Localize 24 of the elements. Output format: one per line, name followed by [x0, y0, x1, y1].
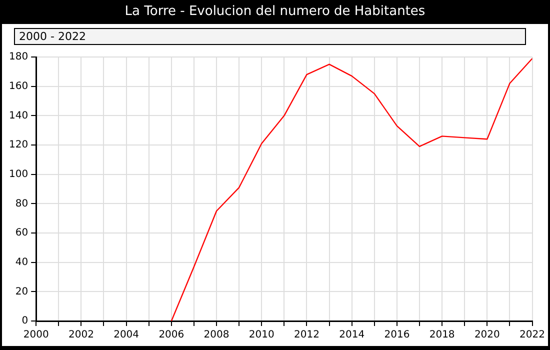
x-tick-label: 2004 — [114, 330, 140, 341]
x-tick-label: 2020 — [474, 330, 500, 341]
y-tick-label: 60 — [15, 228, 28, 239]
y-tick-label: 40 — [15, 256, 28, 268]
x-tick-label: 2002 — [68, 330, 94, 341]
y-tick-label: 80 — [15, 198, 28, 210]
y-tick-label: 180 — [8, 52, 28, 63]
y-tick-label: 160 — [8, 80, 28, 92]
y-tick-label: 100 — [8, 168, 28, 180]
x-tick-label: 2000 — [23, 330, 49, 341]
x-tick-label: 2014 — [339, 330, 365, 341]
x-tick-label: 2006 — [158, 330, 184, 341]
x-tick-label: 2022 — [520, 330, 545, 341]
x-tick-label: 2016 — [384, 330, 410, 341]
y-tick-label: 0 — [22, 316, 28, 327]
y-tick-label: 140 — [8, 110, 28, 122]
y-tick-label: 20 — [15, 286, 28, 298]
x-tick-label: 2018 — [429, 330, 455, 341]
x-tick-label: 2010 — [248, 330, 274, 341]
chart-title: La Torre - Evolucion del numero de Habitantes — [124, 3, 426, 21]
y-tick-label: 120 — [8, 140, 28, 151]
x-tick-label: 2012 — [294, 330, 320, 341]
chart-subtitle: 2000 - 2022 — [14, 28, 526, 45]
x-tick-label: 2008 — [204, 330, 230, 341]
